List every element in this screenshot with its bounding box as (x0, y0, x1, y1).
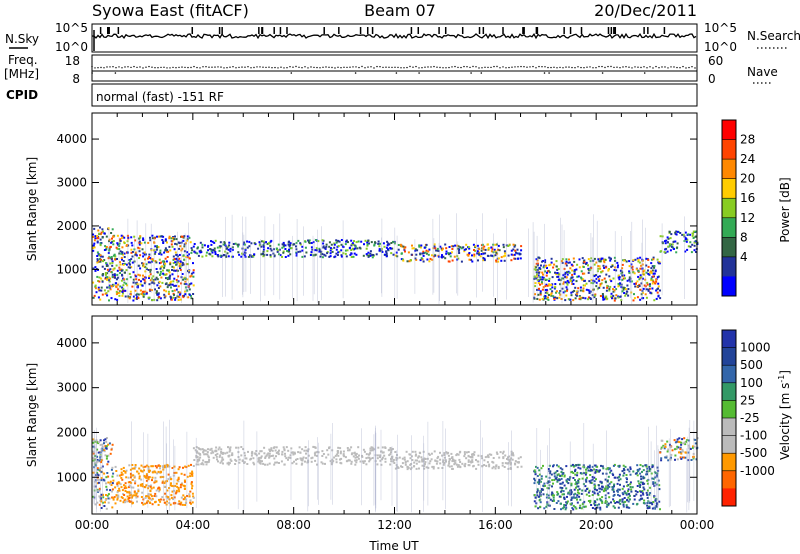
y-tick-label: 4000 (56, 132, 87, 146)
colorbar-segment (722, 382, 736, 401)
x-tick-label: 04:00 (176, 518, 211, 532)
colorbar-segment (722, 217, 736, 238)
station-title: Syowa East (fitACF) (92, 1, 249, 20)
velocity-colorbar: 1000 500 100 25 -25 -100 -500 -1000 Velocity [m… (721, 329, 792, 507)
x-tick-label: 16:00 (478, 518, 513, 532)
colorbar-tick-label: 12 (740, 211, 755, 225)
colorbar-segment (722, 347, 736, 366)
cpid-label: CPID (6, 88, 38, 102)
power-axes: 1000 2000 3000 4000 (56, 113, 698, 305)
colorbar-segment (722, 237, 736, 258)
colorbar-segment (722, 120, 736, 141)
colorbar-segment (722, 470, 736, 489)
cpid-value: normal (fast) -151 RF (96, 90, 224, 104)
nsky-tick-bottom-left: 10^0 (55, 40, 88, 54)
nsky-tick-bottom-right: 10^0 (704, 40, 737, 54)
colorbar-tick-label: -500 (740, 446, 767, 460)
nave-tick-bottom: 0 (708, 72, 716, 86)
velocity-colorbar-label: Velocity [m s-1] (777, 370, 792, 460)
colorbar-tick-label: 100 (740, 376, 763, 390)
y-tick-label: 2000 (56, 425, 87, 439)
x-tick-label: 12:00 (377, 518, 412, 532)
nsky-panel: N.Sky 10^5 10^0 10^5 10^0 N.Search (5, 21, 800, 54)
colorbar-tick-label: 25 (740, 393, 755, 407)
nsearch-label: N.Search (747, 29, 800, 43)
colorbar-tick-label: -25 (740, 411, 760, 425)
colorbar-segment (722, 198, 736, 219)
x-tick-label: 00:00 (75, 518, 110, 532)
velocity-axes: 1000 2000 3000 4000 00:00 04:00 08:00 12:00 16:0… (56, 316, 714, 532)
power-plot: 1000 2000 3000 4000 Slant Range [km] (25, 112, 699, 306)
colorbar-segment (722, 488, 736, 507)
colorbar-tick-label: -100 (740, 429, 767, 443)
y-tick-label: 1000 (56, 262, 87, 276)
beam-title: Beam 07 (364, 1, 436, 20)
y-tick-label: 1000 (56, 470, 87, 484)
power-colorbar-label: Power [dB] (778, 177, 792, 242)
nsky-label: N.Sky (5, 32, 39, 46)
y-tick-label: 2000 (56, 219, 87, 233)
colorbar-segment (722, 276, 736, 297)
nave-label: Nave (747, 65, 778, 79)
x-tick-label: 20:00 (579, 518, 614, 532)
colorbar-segment (722, 256, 736, 277)
colorbar-tick-label: 16 (740, 191, 755, 205)
colorbar-tick-label: -1000 (740, 464, 775, 478)
time-axis-label: Time UT (368, 539, 419, 553)
velocity-plot: 1000 2000 3000 4000 00:00 04:00 08:00 12:00 16:0… (25, 315, 714, 553)
freq-panel: Freq. [MHz] 18 8 60 0 Nave (4, 53, 778, 86)
power-colorbar: 28 24 20 16 12 8 4 Power [dB] (721, 119, 792, 297)
colorbar-tick-label: 20 (740, 172, 755, 186)
power-ylabel: Slant Range [km] (25, 157, 39, 261)
freq-label: Freq. (8, 53, 38, 67)
velocity-data-layer (92, 419, 699, 513)
colorbar-tick-label: 8 (740, 230, 748, 244)
colorbar-segment (722, 159, 736, 180)
colorbar-segment (722, 400, 736, 419)
power-data-layer (92, 213, 699, 304)
colorbar-segment (722, 453, 736, 472)
y-tick-label: 3000 (56, 176, 87, 190)
freq-trace (91, 65, 697, 74)
freq-tick-bottom: 8 (72, 72, 80, 86)
colorbar-segment (722, 139, 736, 160)
colorbar-tick-label: 28 (740, 133, 755, 147)
colorbar-segment (722, 418, 736, 437)
nsky-tick-top-right: 10^5 (704, 21, 737, 35)
colorbar-tick-label: 24 (740, 152, 755, 166)
velocity-ylabel: Slant Range [km] (25, 363, 39, 467)
y-tick-label: 4000 (56, 336, 87, 350)
x-tick-label: 00:00 (680, 518, 715, 532)
colorbar-tick-label: 4 (740, 250, 748, 264)
colorbar-segment (722, 365, 736, 384)
date-title: 20/Dec/2011 (594, 1, 697, 20)
colorbar-tick-label: 500 (740, 358, 763, 372)
colorbar-tick-label: 1000 (740, 341, 771, 355)
freq-unit-label: [MHz] (4, 67, 39, 81)
nsky-trace (91, 27, 697, 51)
colorbar-segment (722, 330, 736, 349)
freq-tick-top: 18 (65, 54, 80, 68)
cpid-panel: CPID normal (fast) -151 RF (6, 83, 698, 107)
colorbar-segment (722, 178, 736, 199)
x-tick-label: 08:00 (276, 518, 311, 532)
nsky-tick-top-left: 10^5 (55, 21, 88, 35)
nave-tick-top: 60 (708, 54, 723, 68)
y-tick-label: 3000 (56, 381, 87, 395)
colorbar-segment (722, 435, 736, 454)
